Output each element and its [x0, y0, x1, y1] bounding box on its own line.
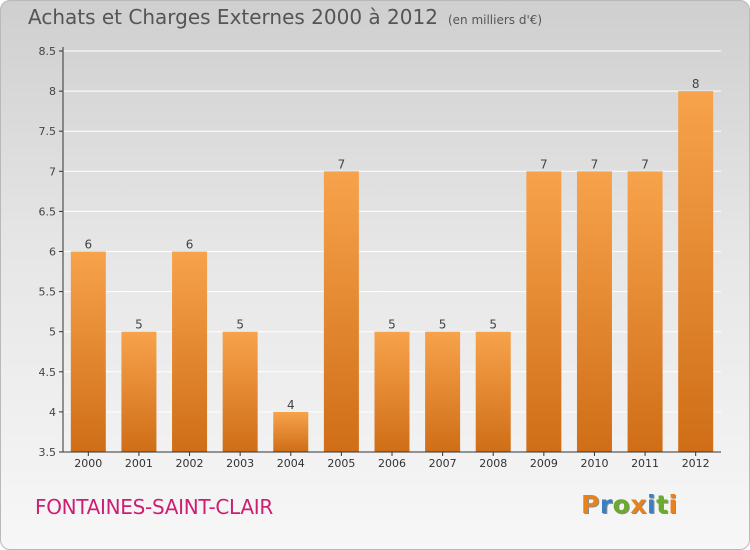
bar-2004: [273, 411, 309, 452]
x-tick-label: 2002: [176, 457, 204, 470]
bar-value-label: 7: [338, 157, 346, 171]
bar-value-label: 4: [287, 398, 295, 412]
x-tick-label: 2012: [682, 457, 710, 470]
y-tick-label: 6: [49, 246, 56, 259]
bar-2008: [475, 331, 511, 452]
y-tick-label: 7.5: [39, 125, 57, 138]
bar-value-label: 6: [186, 238, 194, 252]
bar-2009: [526, 171, 562, 453]
y-tick-label: 5: [49, 326, 56, 339]
y-tick-label: 6.5: [39, 205, 57, 218]
bar-2011: [627, 171, 663, 453]
bar-2005: [323, 171, 359, 453]
x-tick-label: 2011: [631, 457, 659, 470]
chart-title: Achats et Charges Externes 2000 à 2012: [28, 5, 438, 29]
bar-2007: [425, 331, 461, 452]
bar-2010: [576, 171, 612, 453]
y-tick-label: 4: [49, 406, 56, 419]
y-tick-label: 8: [49, 85, 56, 98]
x-tick-label: 2006: [378, 457, 406, 470]
bar-value-label: 6: [84, 238, 92, 252]
bar-2001: [121, 331, 157, 452]
x-tick-label: 2003: [226, 457, 254, 470]
bar-value-label: 7: [591, 157, 599, 171]
x-tick-label: 2007: [429, 457, 457, 470]
bar-value-label: 5: [439, 318, 447, 332]
bar-value-label: 5: [388, 318, 396, 332]
bar-2003: [222, 331, 258, 452]
x-tick-label: 2010: [580, 457, 608, 470]
bars: [70, 91, 714, 453]
x-tick-label: 2000: [74, 457, 102, 470]
labels: 3.5 4 4.5 5 5.5 6 6.5 7 7.5 8 8.5 6 2000 5 2001 6 2002 5 2…: [39, 45, 710, 470]
bar-2012: [678, 91, 714, 452]
x-tick-label: 2009: [530, 457, 558, 470]
bar-value-label: 7: [540, 157, 548, 171]
bar-value-label: 5: [135, 318, 143, 332]
bar-value-label: 7: [641, 157, 649, 171]
x-tick-label: 2008: [479, 457, 507, 470]
y-tick-label: 3.5: [39, 446, 57, 459]
chart-unit: (en milliers d'€): [447, 13, 543, 27]
commune-name: FONTAINES-SAINT-CLAIR: [35, 495, 273, 519]
y-tick-label: 4.5: [39, 366, 57, 379]
y-tick-label: 5.5: [39, 286, 57, 299]
bar-value-label: 5: [489, 318, 497, 332]
x-tick-label: 2001: [125, 457, 153, 470]
bar-2006: [374, 331, 410, 452]
bar-2002: [172, 251, 208, 452]
bar-value-label: 8: [692, 77, 700, 91]
chart-title-block: Achats et Charges Externes 2000 à 2012 (e…: [28, 5, 542, 29]
bar-2000: [70, 251, 106, 452]
bar-value-label: 5: [236, 318, 244, 332]
proxiti-logo: Proxiti: [581, 490, 678, 519]
y-tick-label: 8.5: [39, 45, 57, 58]
y-tick-label: 7: [49, 165, 56, 178]
x-tick-label: 2005: [327, 457, 355, 470]
axes: [59, 47, 721, 456]
x-tick-label: 2004: [277, 457, 305, 470]
